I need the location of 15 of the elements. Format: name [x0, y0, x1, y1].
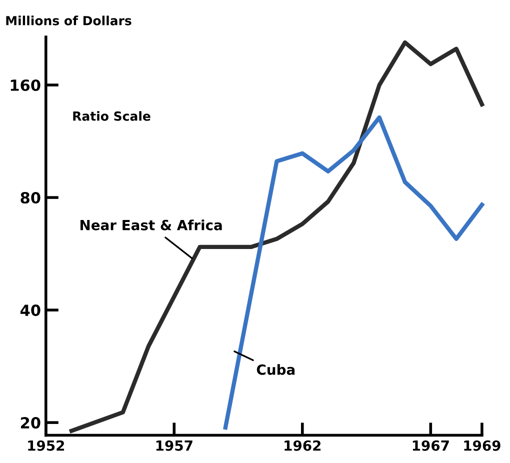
y-tick-label: 20 — [20, 417, 40, 429]
y-tick-label: 160 — [10, 79, 40, 92]
series-label: Near East & Africa — [80, 220, 222, 230]
annotation: Ratio Scale — [73, 111, 150, 121]
y-tick-label: 40 — [20, 304, 40, 316]
x-tick-label: 1957 — [156, 440, 192, 451]
series-label: Cuba — [256, 364, 295, 375]
x-tick-label: 1967 — [412, 440, 449, 451]
x-tick-label: 1962 — [284, 440, 321, 451]
x-tick-label: 1952 — [28, 440, 64, 451]
line-series — [69, 40, 484, 433]
y-tick-label: 80 — [20, 192, 40, 204]
y-axis-title: Millions of Dollars — [6, 16, 132, 26]
x-tick-label: 1969 — [464, 440, 500, 451]
line-series — [223, 115, 484, 430]
